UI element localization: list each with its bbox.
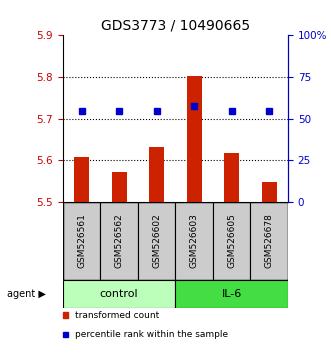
Bar bbox=[251, 202, 288, 280]
Text: GSM526602: GSM526602 bbox=[152, 213, 161, 268]
Text: control: control bbox=[100, 289, 138, 299]
Text: GSM526562: GSM526562 bbox=[115, 213, 124, 268]
Text: GSM526603: GSM526603 bbox=[190, 213, 199, 268]
Bar bbox=[100, 202, 138, 280]
Text: transformed count: transformed count bbox=[75, 310, 159, 320]
Bar bbox=[262, 182, 277, 202]
Bar bbox=[175, 202, 213, 280]
Title: GDS3773 / 10490665: GDS3773 / 10490665 bbox=[101, 19, 250, 33]
Text: GSM526678: GSM526678 bbox=[265, 213, 274, 268]
Bar bbox=[63, 202, 100, 280]
Text: GSM526561: GSM526561 bbox=[77, 213, 86, 268]
Text: percentile rank within the sample: percentile rank within the sample bbox=[75, 330, 228, 339]
Bar bbox=[149, 147, 164, 202]
Text: agent ▶: agent ▶ bbox=[7, 289, 45, 299]
Bar bbox=[187, 76, 202, 202]
Bar bbox=[74, 157, 89, 202]
Text: IL-6: IL-6 bbox=[221, 289, 242, 299]
Bar bbox=[112, 172, 127, 202]
Bar bbox=[224, 153, 239, 202]
Bar bbox=[63, 280, 175, 308]
Bar bbox=[175, 280, 288, 308]
Bar bbox=[213, 202, 251, 280]
Bar bbox=[138, 202, 175, 280]
Text: GSM526605: GSM526605 bbox=[227, 213, 236, 268]
